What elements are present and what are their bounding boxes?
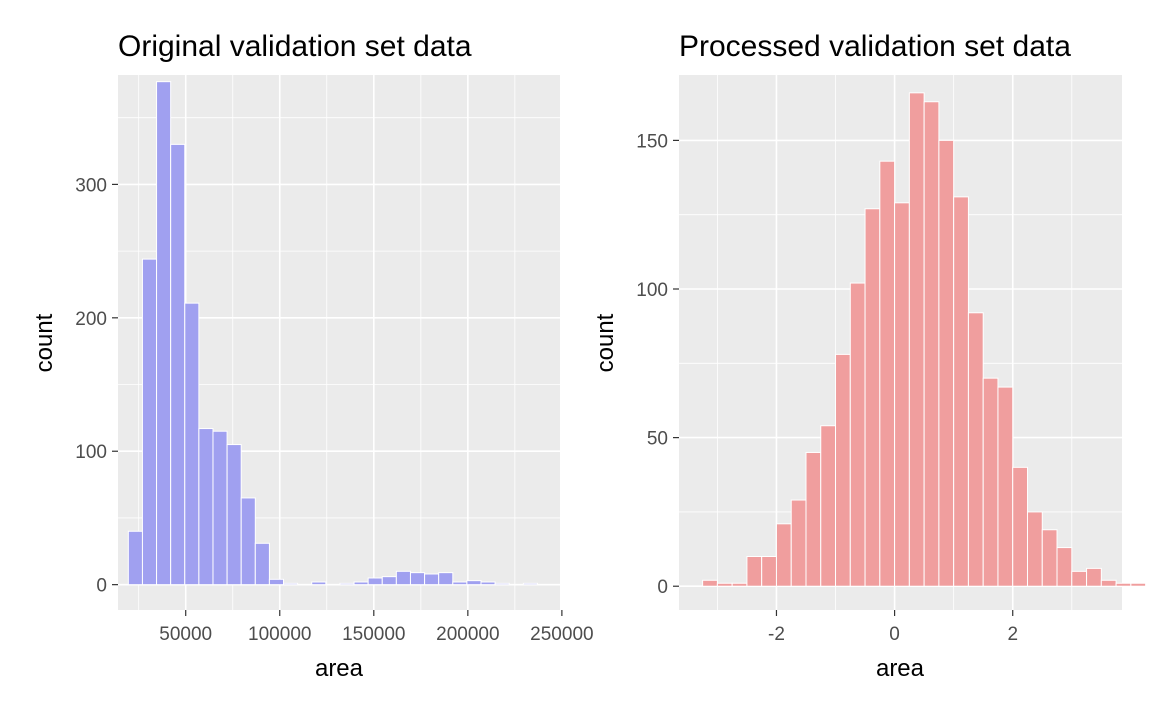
processed-histogram-bar [1071,570,1088,587]
processed-x-tick-label: 2 [1007,624,1018,645]
processed-histogram-bar [864,208,881,587]
original-histogram-bar [212,430,228,586]
processed-histogram-bar [702,579,718,587]
original-histogram-bar [367,577,383,586]
original-histogram-bar [283,582,299,586]
original-histogram-panel: Original validation set data 50000 100000… [31,30,594,682]
processed-histogram-bar [790,499,807,587]
processed-histogram-bar [820,425,837,587]
processed-histogram-bar [849,282,866,587]
processed-histogram-bar [982,377,999,587]
original-y-tick-label: 0 [96,576,107,597]
original-y-tick-label: 200 [75,309,107,330]
original-histogram-bar [127,530,143,586]
original-histogram-bar [254,542,270,586]
processed-y-tick-label: 100 [636,280,668,301]
processed-histogram-bar [746,556,763,587]
original-histogram-bar [409,572,426,586]
processed-histogram-bar [908,92,925,587]
original-histogram-bar [268,578,285,586]
processed-histogram-bar [923,101,940,587]
processed-histogram-bar [1086,567,1102,587]
original-histogram-bar [381,576,397,586]
processed-histogram-bar [805,451,822,587]
processed-histogram-bar [997,386,1014,587]
original-ticks: 50000 100000 150000 200000 250000 0 100 200 300 [75,175,593,645]
processed-histogram-bar [775,523,792,587]
original-histogram-bar [184,302,200,586]
processed-bars [702,92,1147,587]
processed-histogram-bar [894,202,910,587]
original-histogram-bar [353,581,369,586]
original-x-axis-title: area [315,655,364,682]
original-y-axis-title: count [31,313,58,372]
processed-x-tick-label: 0 [889,624,900,645]
processed-histogram-bar [761,556,777,587]
original-chart-title: Original validation set data [118,30,472,63]
original-x-tick-label: 50000 [159,624,212,645]
processed-histogram-bar [967,312,984,587]
original-x-tick-label: 250000 [530,624,593,645]
original-histogram-bar [240,497,256,586]
original-histogram-bar [452,581,468,586]
processed-histogram-bar [1026,511,1043,587]
original-histogram-bar [226,444,242,586]
processed-histogram-bar [731,582,748,587]
processed-histogram-bar [879,160,896,587]
original-x-tick-label: 150000 [342,624,405,645]
original-x-tick-label: 100000 [248,624,311,645]
processed-histogram-bar [1115,582,1132,587]
processed-y-tick-label: 150 [636,131,668,152]
processed-histogram-bar [716,582,733,587]
processed-ticks: -2 0 2 0 50 100 150 [636,131,1018,645]
original-histogram-bar [141,258,158,586]
original-bars [127,81,538,586]
processed-x-tick-label: -2 [768,624,785,645]
original-x-tick-label: 200000 [436,624,499,645]
processed-histogram-bar [938,139,955,587]
processed-histogram-bar [1130,582,1147,587]
original-histogram-bar [424,573,440,586]
original-y-tick-label: 100 [75,442,107,463]
original-histogram-bar [156,81,172,586]
original-histogram-bar [438,572,454,586]
processed-histogram-bar [1100,579,1117,587]
processed-x-axis-title: area [876,655,925,682]
original-histogram-bar [480,581,496,586]
original-histogram-bar [466,580,482,586]
processed-histogram-bar [1041,529,1058,587]
processed-histogram-bar [1056,547,1073,587]
original-histogram-bar [339,582,355,586]
original-y-tick-label: 300 [75,175,107,196]
processed-histogram-bar [953,196,969,587]
original-histogram-bar [198,428,214,586]
original-histogram-bar [395,570,411,586]
processed-y-axis-title: count [592,313,619,372]
processed-chart-title: Processed validation set data [679,30,1071,63]
processed-histogram-bar [835,353,851,587]
original-histogram-bar [522,582,538,586]
processed-histogram-panel: Processed validation set data -2 0 2 0 50 100… [592,30,1147,682]
processed-y-tick-label: 50 [647,429,668,450]
original-histogram-bar [170,143,186,586]
processed-histogram-bar [1012,466,1028,587]
processed-y-tick-label: 0 [657,577,668,598]
original-histogram-bar [494,582,510,586]
original-histogram-bar [311,581,327,586]
